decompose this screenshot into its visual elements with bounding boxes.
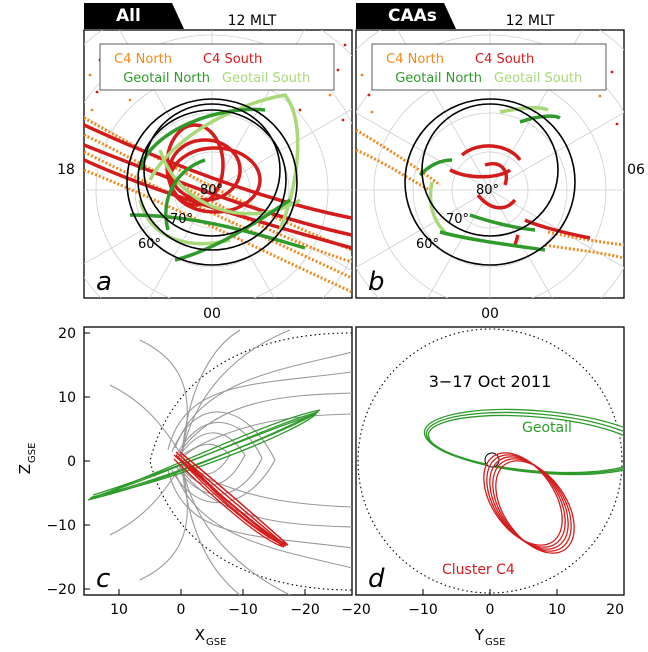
panel-a: C4 North C4 South Geotail North Geotail … [57,13,353,322]
panel-b-lat-60: 60° [416,237,439,252]
panel-d-earth [484,452,500,468]
panel-c-geotail-orbit [87,409,321,501]
panel-c-xlabel-sub: GSE [206,637,226,648]
panel-c-ylabel-sub: GSE [27,443,38,463]
panel-d-letter: d [368,564,385,594]
panel-b-legend-box [371,43,607,91]
panel-c-xtick-10: 10 [110,602,128,618]
panel-a-mlt-bottom: 00 [203,306,221,322]
panel-a-caa-ovals [126,98,298,266]
panel-d-geotail-orbit [423,408,624,476]
panel-c-cluster-orbit [173,451,289,548]
panel-a-legend-box [99,43,335,91]
panel-d-cluster-orbit [483,452,575,554]
panel-d-cluster-label: Cluster C4 [442,562,515,578]
panel-c: 20 10 0 −10 −20 10 0 −10 −20 X GSE Z GSE… [16,326,353,648]
panel-b-mlt-bottom: 00 [481,306,499,322]
panel-b-legend-c4-north: C4 North [386,52,444,67]
panel-a-legend-geotail-south: Geotail South [222,71,310,86]
panel-d-date: 3−17 Oct 2011 [429,372,552,391]
panel-b-c4-south-tracks [449,144,591,246]
panel-a-lat-70: 70° [170,212,193,227]
panel-c-ytick-m10: −10 [46,518,76,534]
panel-a-frame [83,29,353,299]
panel-d-xlabel: Y [474,626,485,644]
panel-d-xtick-20: 20 [606,602,624,618]
panel-d-xtick-10: 10 [548,602,566,618]
panel-b-caa-ovals [404,98,576,266]
panel-c-ytick-10: 10 [58,390,76,406]
panel-d: 3−17 Oct 2011 Geotail Cluster C4 −20 −10… [341,326,625,648]
panel-a-legend-c4-south: C4 South [203,52,262,67]
panel-c-ytick-20: 20 [58,326,76,342]
panel-b-title: CAAs [388,6,437,26]
panel-c-xtick-m10: −10 [228,602,258,618]
panel-a-mlt-left: 18 [57,162,75,178]
panel-b: C4 North C4 South Geotail North Geotail … [355,13,645,322]
panel-c-frame [83,326,353,596]
panel-c-field-lines [109,329,352,595]
panel-c-ytick-m20: −20 [46,582,76,598]
panel-a-letter: a [96,267,112,297]
panel-d-xtick-m20: −20 [341,602,371,618]
panel-b-lat-70: 70° [446,212,469,227]
panel-d-xtick-0: 0 [486,602,495,618]
panel-d-plot [357,328,624,594]
panel-c-ylabel-group: Z GSE [16,443,38,475]
panel-b-legend-geotail-south: Geotail South [494,71,582,86]
panel-b-lat-80: 80° [476,183,499,198]
panel-a-plot [84,30,352,298]
panel-b-legend-c4-south: C4 South [475,52,534,67]
panel-c-ylabel: Z [16,464,34,474]
panel-c-ticks [84,332,306,595]
panel-c-plot [87,329,352,595]
panel-a-title-tab: All [84,3,184,29]
panel-c-magnetopause [149,332,352,591]
panel-c-ytick-0: 0 [67,454,76,470]
panel-b-title-tab: CAAs [356,3,456,29]
panel-d-xtick-m10: −10 [408,602,438,618]
panel-d-xlabel-sub: GSE [485,637,505,648]
panel-a-legend-geotail-north: Geotail North [123,71,210,86]
panel-b-plot [356,30,624,298]
panel-b-letter: b [368,267,385,297]
panel-c-xtick-m20: −20 [290,602,320,618]
panel-c-xlabel: X [195,626,205,644]
panel-c-letter: c [96,564,110,594]
panel-a-geotail-south-tracks [138,93,301,246]
panel-b-mlt-top: 12 MLT [506,13,555,29]
panel-c-xtick-0: 0 [177,602,186,618]
panel-a-legend-c4-north: C4 North [114,52,172,67]
panel-d-geotail-label: Geotail [522,420,572,436]
panel-d-ticks [422,589,558,595]
panel-a-title: All [116,6,141,26]
panel-b-legend-geotail-north: Geotail North [395,71,482,86]
panel-a-lat-60: 60° [138,237,161,252]
panel-b-mlt-right: 06 [627,162,645,178]
panel-a-mlt-top: 12 MLT [228,13,277,29]
panel-a-lat-80: 80° [200,183,223,198]
